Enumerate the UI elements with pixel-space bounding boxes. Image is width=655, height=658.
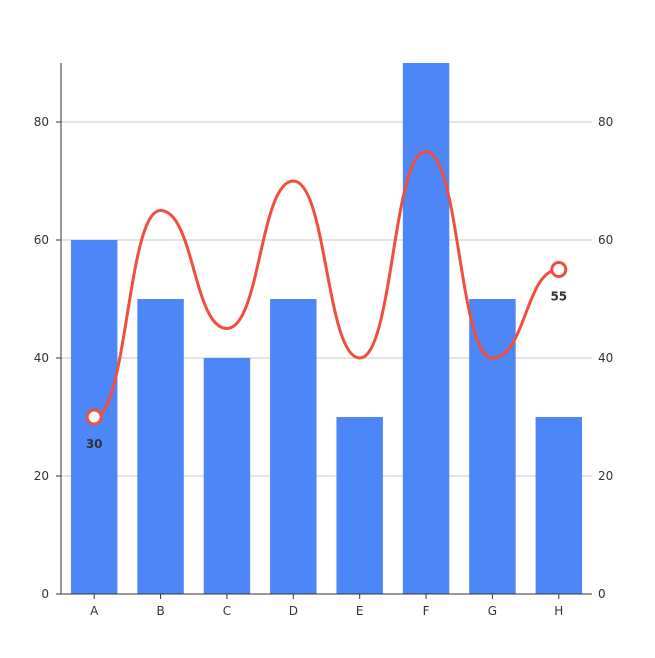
y-tick-label-left: 20 [34,469,49,483]
bar-C [203,358,251,594]
y-tick-label-left: 40 [34,351,49,365]
axes [56,63,592,599]
bar-E [336,417,383,594]
x-tick-label: B [156,604,164,618]
bar-G [469,299,516,594]
y-tick-label-right: 80 [598,115,613,129]
x-tick-label: C [223,604,231,618]
y-tick-label-left: 0 [41,587,49,601]
bar-D [270,299,317,594]
bar-F [402,63,450,594]
y-tick-label-right: 40 [598,351,613,365]
line-point-marker [550,261,568,278]
data-label: 55 [550,290,567,304]
bar-B [137,299,184,594]
x-tick-label: G [488,604,497,618]
bar-H [535,417,583,594]
line-series [85,150,568,426]
x-tick-label: F [423,604,430,618]
y-tick-label-right: 60 [598,233,613,247]
y-tick-label-left: 60 [34,233,49,247]
tick-labels: 0 20 40 60 80 0 20 40 60 80 A B C D E F G H 30 55 [34,115,614,618]
line-point-marker [85,408,103,426]
line-path [93,150,560,419]
y-tick-label-right: 0 [598,587,606,601]
x-tick-label: E [356,604,364,618]
x-tick-label: H [554,604,563,618]
x-tick-label: A [90,604,99,618]
y-tick-label-right: 20 [598,469,613,483]
data-label: 30 [86,437,103,451]
x-tick-label: D [289,604,298,618]
y-tick-label-left: 80 [34,115,49,129]
bar-series [70,63,583,594]
